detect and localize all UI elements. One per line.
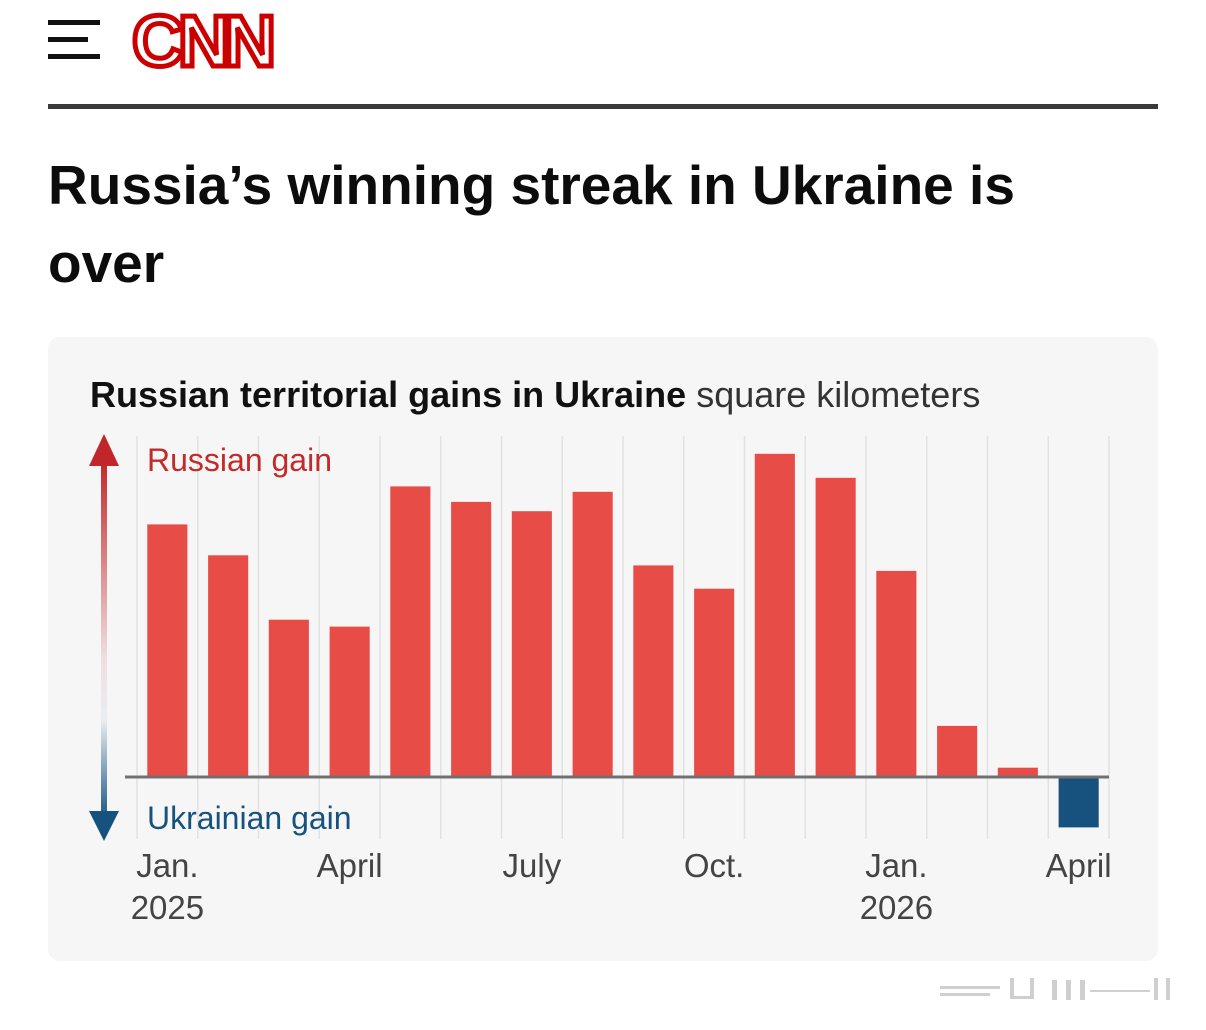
bar-chart: Russian gain Ukrainian gain Jan. 2025 Apri… <box>89 434 1112 926</box>
header-divider <box>48 104 1158 109</box>
x-tick-label: Jan. <box>136 847 198 884</box>
chart-title: Russian territorial gains in Ukraine <box>90 374 687 415</box>
arrow-up-icon <box>89 434 119 466</box>
bar-nov-2025 <box>754 453 795 777</box>
chart-subtitle: square kilometers <box>696 374 981 415</box>
bar-feb-2026 <box>937 725 978 777</box>
hamburger-menu-icon[interactable] <box>48 20 100 62</box>
bar-jan-2026 <box>876 570 917 777</box>
bar-jun-2025 <box>451 501 492 777</box>
bar-sep-2025 <box>633 565 674 777</box>
x-tick-label: July <box>503 847 562 884</box>
chart-card: Russian territorial gains in Ukraine squ… <box>48 337 1158 961</box>
bar-jul-2025 <box>511 511 552 777</box>
bar-oct-2025 <box>694 588 735 777</box>
direction-arrow <box>89 434 119 841</box>
bar-may-2025 <box>390 486 431 777</box>
site-header: CNN <box>48 0 1158 108</box>
cnn-logo[interactable]: CNN <box>130 0 279 85</box>
arrow-down-icon <box>89 811 119 841</box>
x-tick-label: 2025 <box>131 889 204 926</box>
bar-jan-2025 <box>147 524 188 777</box>
x-tick-label: April <box>1046 847 1112 884</box>
x-tick-label: Oct. <box>684 847 745 884</box>
watermark-marks <box>940 978 1170 1000</box>
x-tick-label: 2026 <box>860 889 933 926</box>
bar-apr-2026 <box>1058 777 1099 828</box>
x-tick-label: Jan. <box>865 847 927 884</box>
x-tick-label: April <box>317 847 383 884</box>
bar-feb-2025 <box>208 555 249 777</box>
chart-title-line: Russian territorial gains in Ukraine squ… <box>90 373 980 417</box>
bar-mar-2025 <box>268 619 309 777</box>
bar-apr-2025 <box>329 626 370 777</box>
bar-mar-2026 <box>997 767 1038 777</box>
bar-dec-2025 <box>815 477 856 777</box>
article-headline: Russia’s winning streak in Ukraine is ov… <box>48 154 1015 294</box>
russian-gain-label: Russian gain <box>147 442 332 478</box>
ukrainian-gain-label: Ukrainian gain <box>147 800 352 836</box>
bar-aug-2025 <box>572 491 613 777</box>
